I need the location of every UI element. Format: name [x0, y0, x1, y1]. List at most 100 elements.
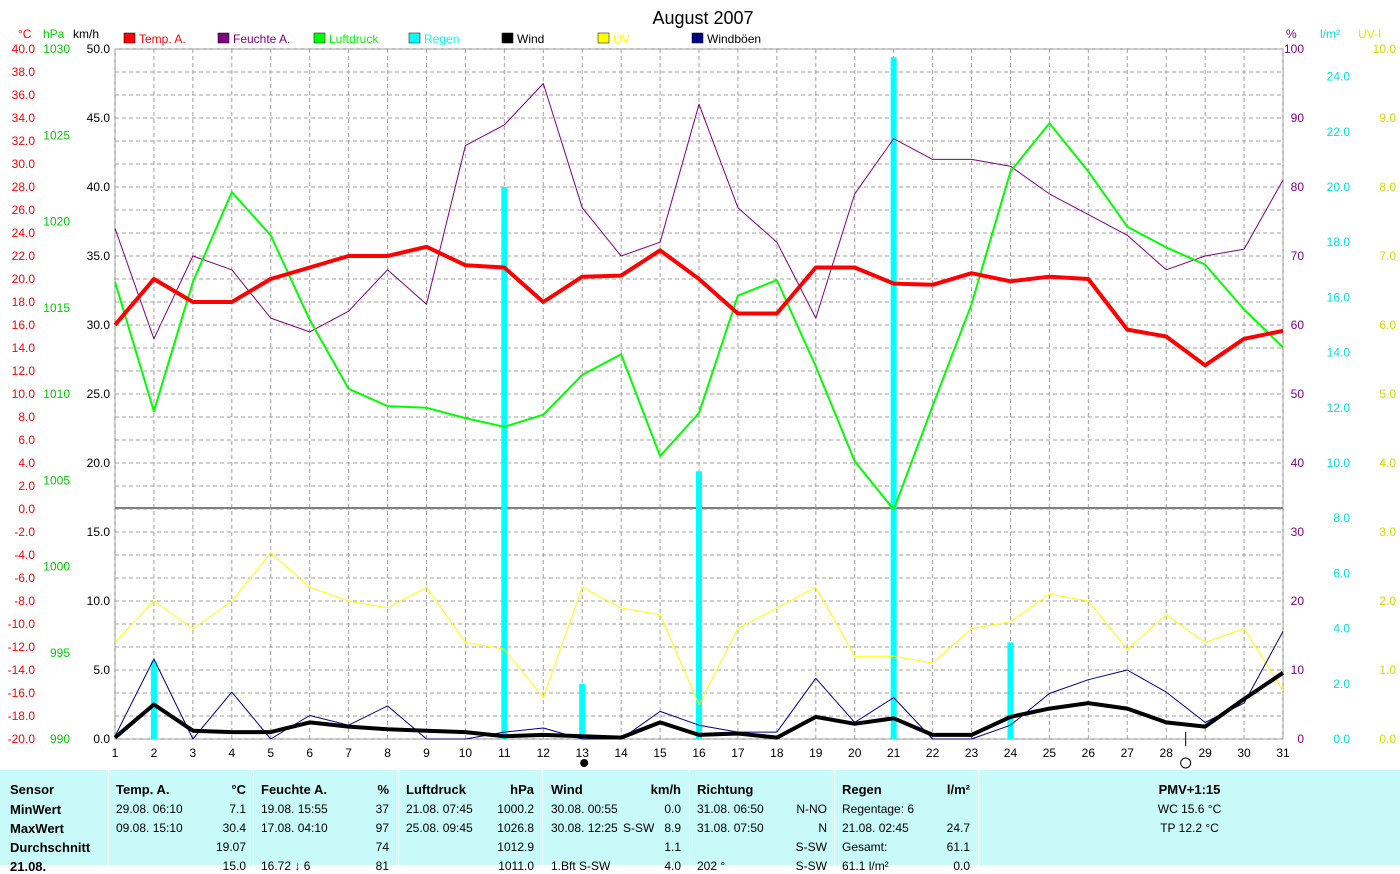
temp-tick-label: 16.0 — [12, 318, 36, 332]
rain-unit: l/m² — [946, 782, 970, 797]
sensor-column: Sensor MinWert MaxWert Durchschnitt 21.0… — [10, 770, 105, 874]
rain-total-label: Gesamt: — [842, 840, 888, 854]
wind-column: Wind km/h 30.08. 00:55 0.0 30.08. 12:25 … — [551, 770, 681, 873]
pressure-tick-label: 1030 — [43, 42, 70, 56]
day-tick-label: 22 — [926, 746, 940, 760]
rain-tick-label: 6.0 — [1333, 566, 1350, 580]
temp-tick-label: -8.0 — [14, 594, 35, 608]
pressure-average: 1012.9 — [497, 840, 534, 854]
day-tick-label: 7 — [345, 746, 352, 760]
legend-swatch — [691, 32, 704, 44]
day-tick-label: 23 — [965, 746, 979, 760]
uv-tick-label: 5.0 — [1379, 387, 1396, 401]
direction-extra: S-SW — [795, 859, 827, 873]
uv-unit-label: UV-I — [1358, 27, 1381, 41]
chart-title: August 2007 — [652, 8, 753, 28]
pmv-windchill: WC 15.6 °C — [1157, 802, 1222, 816]
temp-tick-label: 14.0 — [12, 341, 36, 355]
uv-tick-label: 4.0 — [1379, 456, 1396, 470]
legend-swatch — [597, 32, 610, 44]
uv-line — [114, 552, 1284, 705]
temp-min-time: 29.08. 06:10 — [116, 802, 183, 816]
legend-label: Luftdruck — [329, 32, 379, 46]
rain-tick-label: 16.0 — [1327, 290, 1351, 304]
legend-swatch — [217, 32, 230, 44]
temp-average: 19.07 — [215, 840, 246, 854]
temp-tick-label: 12.0 — [12, 364, 36, 378]
rain-total-value: 61.1 — [946, 840, 970, 854]
pressure-tick-label: 995 — [50, 646, 70, 660]
temp-tick-label: 32.0 — [12, 134, 36, 148]
day-tick-label: 12 — [537, 746, 551, 760]
wind-min-value: 0.0 — [664, 802, 681, 816]
temp-tick-label: -16.0 — [8, 686, 36, 700]
legend-swatch — [501, 32, 514, 44]
temp-unit-label: °C — [18, 27, 32, 41]
rain-extra: 0.0 — [953, 859, 970, 873]
temp-tick-label: 28.0 — [12, 180, 36, 194]
wind-tick-label: 30.0 — [87, 318, 111, 332]
temp-max-value: 30.4 — [222, 821, 246, 835]
day-tick-label: 18 — [770, 746, 784, 760]
wind-extra: 4.0 — [664, 859, 681, 873]
wind-unit: km/h — [650, 782, 681, 797]
uv-tick-label: 7.0 — [1379, 249, 1396, 263]
rain-bar — [890, 57, 897, 739]
day-tick-label: 31 — [1276, 746, 1290, 760]
rain-max-value: 24.7 — [946, 821, 970, 835]
weather-chart: August 2007 °C hPa km/h% l/m² UV-I Temp. A. Feu… — [8, 8, 1397, 769]
day-tick-label: 11 — [498, 746, 511, 760]
temp-tick-label: 34.0 — [12, 111, 36, 125]
rain-tick-label: 8.0 — [1333, 511, 1350, 525]
temp-tick-label: 30.0 — [12, 157, 36, 171]
rain-tick-label: 10.0 — [1327, 456, 1351, 470]
wind-tick-label: 10.0 — [87, 594, 111, 608]
rain-unit-label: l/m² — [1320, 27, 1340, 41]
temp-header: Temp. A. — [116, 782, 170, 797]
temp-tick-label: 10.0 — [12, 387, 36, 401]
day-tick-label: 21 — [887, 746, 901, 760]
day-tick-label: 27 — [1121, 746, 1135, 760]
temp-max-time: 09.08. 15:10 — [116, 821, 183, 835]
temp-tick-label: 0.0 — [18, 502, 35, 516]
pressure-tick-label: 1000 — [43, 560, 70, 574]
legend-label: Windböen — [707, 32, 761, 46]
wind-average: 1.1 — [664, 840, 681, 854]
temp-tick-label: 22.0 — [12, 249, 36, 263]
wind-tick-label: 20.0 — [87, 456, 111, 470]
wind-tick-label: 5.0 — [93, 663, 110, 677]
uv-tick-label: 1.0 — [1379, 663, 1396, 677]
rain-max-time: 21.08. 02:45 — [842, 821, 909, 835]
humidity-tick-label: 80 — [1291, 180, 1305, 194]
wind-unit-label: km/h — [73, 27, 99, 41]
pressure-tick-label: 1015 — [43, 301, 70, 315]
humidity-extra: 81 — [375, 859, 389, 873]
pressure-header: Luftdruck — [406, 782, 466, 797]
rain-tick-label: 12.0 — [1327, 401, 1351, 415]
wind-tick-label: 15.0 — [87, 525, 111, 539]
temp-tick-label: 8.0 — [18, 410, 35, 424]
temp-tick-label: 20.0 — [12, 272, 36, 286]
chart-canvas: August 2007 °C hPa km/h% l/m² UV-I Temp. A. Feu… — [8, 8, 1397, 769]
temp-tick-label: -10.0 — [8, 617, 36, 631]
wind-tick-label: 45.0 — [87, 111, 111, 125]
windboeen-line — [114, 631, 1284, 740]
day-tick-label: 13 — [576, 746, 590, 760]
temp-tick-label: 4.0 — [18, 456, 35, 470]
pressure-tick-label: 1010 — [43, 387, 70, 401]
day-tick-label: 4 — [228, 746, 235, 760]
temp-tick-label: 40.0 — [12, 42, 36, 56]
wind-max-time: 30.08. 12:25 — [551, 821, 618, 835]
row-label-min: MinWert — [10, 802, 62, 817]
row-label-max: MaxWert — [10, 821, 64, 836]
wind-extra-time: 1.Bft S-SW — [551, 859, 611, 873]
wind-tick-label: 35.0 — [87, 249, 111, 263]
rain-bar — [501, 187, 508, 739]
legend-swatch — [313, 32, 326, 44]
uv-tick-label: 9.0 — [1379, 111, 1396, 125]
pressure-tick-label: 990 — [50, 732, 70, 746]
legend-label: Temp. A. — [139, 32, 186, 46]
legend-label: Feuchte A. — [233, 32, 290, 46]
uv-tick-label: 10.0 — [1373, 42, 1397, 56]
pressure-max-time: 25.08. 09:45 — [406, 821, 473, 835]
